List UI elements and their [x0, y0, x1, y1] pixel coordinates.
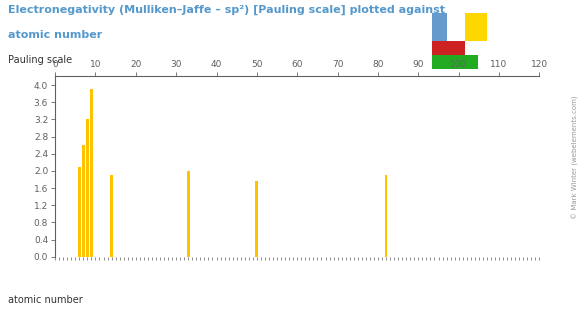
Bar — [78, 167, 81, 257]
Bar — [86, 118, 89, 257]
Bar — [465, 13, 487, 41]
Bar — [432, 13, 447, 41]
Bar — [255, 181, 258, 257]
Bar — [90, 89, 93, 257]
Text: Pauling scale: Pauling scale — [8, 55, 72, 65]
Bar — [432, 41, 465, 55]
Text: Electronegativity (Mulliken–Jaffe – sp²) [Pauling scale] plotted against: Electronegativity (Mulliken–Jaffe – sp²)… — [8, 5, 444, 15]
Bar — [82, 145, 85, 257]
Bar — [385, 175, 387, 257]
Bar — [432, 55, 478, 69]
Text: atomic number: atomic number — [8, 295, 82, 305]
Text: © Mark Winter (webelements.com): © Mark Winter (webelements.com) — [572, 96, 579, 219]
Bar — [187, 171, 190, 257]
Text: atomic number: atomic number — [8, 30, 102, 40]
Bar — [110, 175, 113, 257]
